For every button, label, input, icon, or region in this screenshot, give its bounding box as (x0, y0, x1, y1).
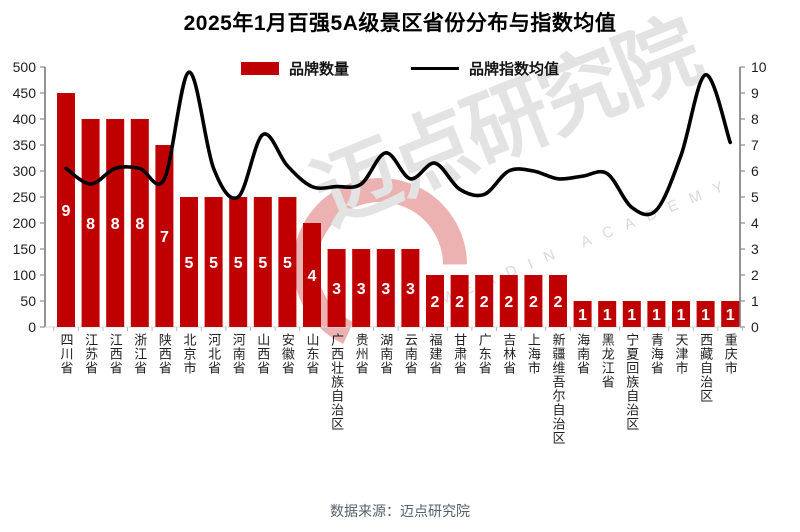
left-axis-tick-label: 400 (13, 111, 37, 127)
chart-title: 2025年1月百强5A级景区省份分布与指数均值 (183, 12, 617, 35)
legend-item-line: 品牌指数均值 (411, 58, 559, 79)
left-axis-tick-label: 350 (13, 137, 37, 153)
bar-value-label: 2 (554, 294, 563, 311)
line-series-swatch (411, 66, 459, 71)
bar (57, 93, 75, 327)
left-axis-tick-label: 300 (13, 163, 37, 179)
bar-value-label: 1 (603, 307, 612, 324)
bar-value-label: 5 (185, 255, 194, 272)
right-axis-tick-label: 1 (751, 293, 759, 309)
bar-value-label: 5 (283, 255, 292, 272)
bar-series-swatch (240, 62, 279, 75)
bar (401, 249, 420, 327)
right-axis-tick-label: 8 (751, 111, 759, 127)
bar (426, 275, 444, 327)
bar (303, 223, 321, 327)
left-axis-tick-label: 0 (28, 319, 36, 335)
bar-value-label: 3 (332, 281, 341, 298)
left-axis-tick-label: 150 (13, 241, 37, 257)
right-axis-tick-label: 10 (751, 59, 767, 75)
bar-value-label: 5 (234, 255, 243, 272)
left-axis-tick-label: 100 (13, 267, 37, 283)
bar (622, 301, 641, 327)
bar (278, 197, 297, 327)
left-axis-tick-label: 200 (13, 215, 37, 231)
bar (180, 197, 198, 327)
right-axis-tick-label: 0 (751, 319, 759, 335)
left-axis-tick-label: 250 (13, 189, 37, 205)
bar (376, 249, 395, 327)
bar-value-label: 2 (455, 294, 464, 311)
index-average-line (64, 70, 732, 217)
legend: 品牌数量 品牌指数均值 (0, 58, 800, 79)
bar-value-label: 9 (62, 203, 71, 220)
left-axis-tick-label: 500 (13, 59, 37, 75)
bar-value-label: 7 (160, 229, 169, 246)
bar (647, 301, 666, 327)
bar-value-label: 8 (111, 216, 120, 233)
bar (229, 197, 248, 327)
bar (352, 249, 371, 327)
legend-item-bars: 品牌数量 (240, 58, 349, 79)
bar-value-label: 1 (726, 307, 735, 324)
data-source: 数据来源：迈点研究院 (330, 503, 470, 519)
bar-value-label: 8 (135, 216, 144, 233)
bar-value-label: 5 (258, 255, 267, 272)
right-axis-tick-label: 7 (751, 137, 759, 153)
bar (721, 301, 740, 327)
bar-value-label: 3 (406, 281, 415, 298)
bar-value-label: 2 (529, 294, 538, 311)
right-axis-tick-label: 6 (751, 163, 759, 179)
bar (450, 275, 469, 327)
bar-value-label: 2 (480, 294, 489, 311)
bar-value-label: 2 (504, 294, 513, 311)
bar-value-label: 5 (209, 255, 218, 272)
bar-value-label: 1 (701, 307, 710, 324)
bar-value-label: 1 (578, 307, 587, 324)
bar-value-label: 1 (652, 307, 661, 324)
right-axis-tick-label: 4 (751, 215, 759, 231)
bar-value-label: 3 (357, 281, 366, 298)
legend-bars-label: 品牌数量 (288, 61, 349, 78)
left-axis-tick-label: 450 (13, 85, 37, 101)
bar (598, 301, 617, 327)
bar-value-label: 2 (431, 294, 440, 311)
right-axis-tick-label: 2 (751, 267, 759, 283)
bar (253, 197, 272, 327)
bar-value-label: 4 (308, 268, 317, 285)
bar (549, 275, 567, 327)
left-axis-tick-label: 50 (20, 293, 36, 309)
right-axis-tick-label: 3 (751, 241, 759, 257)
bar (204, 197, 223, 327)
bar (499, 275, 518, 327)
bar (475, 275, 494, 327)
bar-value-label: 1 (677, 307, 686, 324)
bar (155, 145, 174, 327)
bar (573, 301, 592, 327)
bar (524, 275, 543, 327)
bar (81, 119, 100, 327)
bar-value-label: 1 (627, 307, 636, 324)
bar (672, 301, 690, 327)
right-axis-tick-label: 5 (751, 189, 759, 205)
bar (696, 301, 715, 327)
bar (327, 249, 346, 327)
bar-value-label: 3 (381, 281, 390, 298)
legend-line-label: 品牌指数均值 (469, 61, 560, 78)
right-axis-tick-label: 9 (751, 85, 759, 101)
bar-value-label: 8 (86, 216, 95, 233)
